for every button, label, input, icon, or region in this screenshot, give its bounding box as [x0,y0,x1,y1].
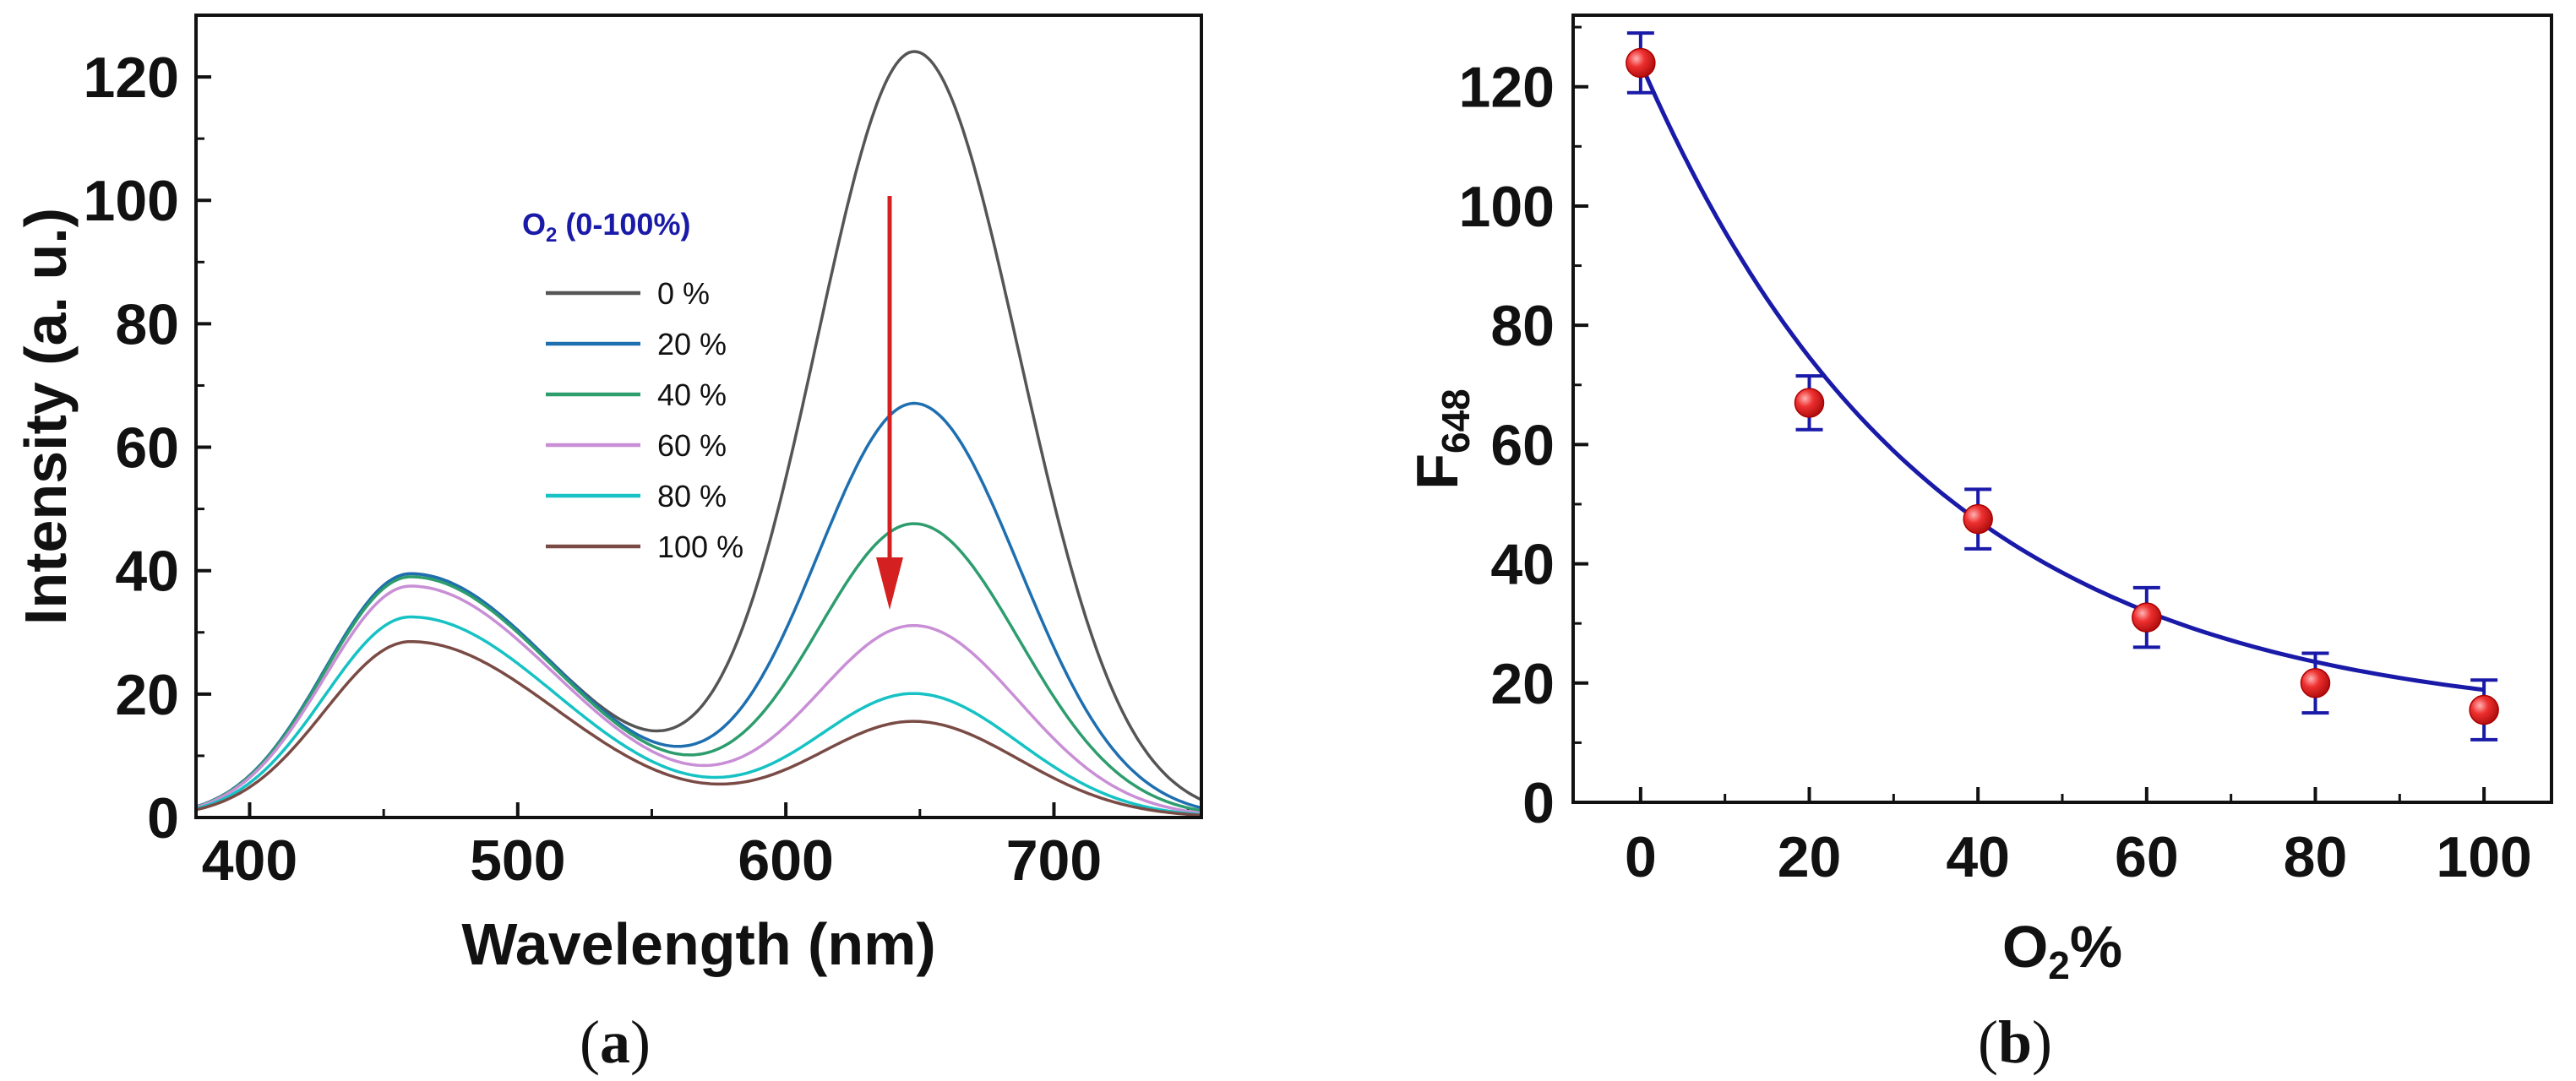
legend-title-subscript: 2 [546,224,557,247]
panel-a-legend: O2 (0-100%) 0 % 20 % 40 % 60 % 80 % 100 % [522,207,743,564]
panel-a-chart: 400 500 600 700 0 20 40 60 80 100 120 Wavelength (… [13,14,1203,1076]
panel-b-x-axis-label: O2% [2002,914,2122,987]
y-tick-label: 20 [115,663,179,727]
legend-label: 80 % [657,479,727,513]
spectrum-line-60pct [195,584,1202,815]
panel-a-x-axis-label: Wavelength (nm) [461,911,935,977]
y-tick-label: 100 [1459,175,1555,239]
legend-title: O2 (0-100%) [522,207,690,247]
y-tick-label: 120 [84,46,179,110]
y-tick-label: 40 [115,540,179,604]
data-point [1794,374,1825,432]
legend-label: 40 % [657,378,727,412]
y-tick-label: 120 [1459,56,1555,120]
legend-label: 20 % [657,327,727,361]
legend-label: 100 % [657,530,743,564]
x-tick-label: 400 [202,828,297,893]
spectrum-line-80pct [195,615,1202,817]
y-tick-label: 60 [115,416,179,481]
panel-b-y-axis-label: F648 [1404,388,1478,490]
x-tick-label: 40 [1946,825,2010,889]
panel-b-chart: 0 20 40 60 80 100 0 20 40 60 80 100 120 O2% F648 (b) [1404,14,2553,1076]
data-point [2300,651,2331,715]
y-tick-label: 60 [1490,413,1555,477]
y-tick-label: 40 [1490,533,1555,597]
marker [1963,503,1993,535]
panel-a-y-axis-label: Intensity (a. u.) [13,208,79,625]
marker [2132,602,2162,633]
panel-b-tick-labels: 0 20 40 60 80 100 0 20 40 60 80 100 120 [1459,56,2532,889]
panel-b-ticks [1573,25,2486,804]
y-tick-label: 0 [147,786,179,850]
spectrum-line-20pct [195,401,1202,810]
panel-b-label: (b) [1978,1008,2052,1076]
x-tick-label: 700 [1006,828,1102,893]
y-tick-label: 80 [115,292,179,356]
y-tick-label: 20 [1490,652,1555,716]
exponential-fit-curve [1638,62,2485,693]
marker [2300,668,2331,698]
y-tick-label: 100 [84,169,179,233]
x-tick-label: 0 [1625,825,1657,889]
x-tick-label: 60 [2115,825,2179,889]
spectrum-line-40pct [195,522,1202,812]
arrow-head [876,557,903,610]
panel-b-data-points [1626,31,2499,741]
marker [1626,47,1656,79]
legend-items: 0 % 20 % 40 % 60 % 80 % 100 % [546,276,743,564]
panel-a-label: (a) [580,1008,651,1076]
legend-title-range: (0-100%) [557,207,690,242]
o2-increase-arrow [876,196,903,610]
x-tick-label: 80 [2284,825,2348,889]
legend-label: 0 % [657,276,710,311]
spectrum-line-100pct [195,639,1202,818]
data-point [2469,678,2499,741]
panel-a-tick-labels: 400 500 600 700 0 20 40 60 80 100 120 [84,46,1103,893]
data-point [2132,585,2162,649]
x-tick-label: 20 [1778,825,1842,889]
data-point [1963,487,1993,551]
marker [1794,388,1825,418]
panel-a-curves [195,50,1202,818]
y-tick-label: 80 [1490,294,1555,358]
marker [2469,694,2499,725]
legend-title-o: O [522,207,546,242]
data-point [1626,31,1656,95]
y-tick-label: 0 [1522,771,1555,835]
panel-a-frame [194,14,1203,819]
x-tick-label: 100 [2436,825,2531,889]
x-tick-label: 500 [470,828,565,893]
legend-label: 60 % [657,428,727,463]
x-tick-label: 600 [738,828,833,893]
panel-b-frame [1571,14,2553,804]
